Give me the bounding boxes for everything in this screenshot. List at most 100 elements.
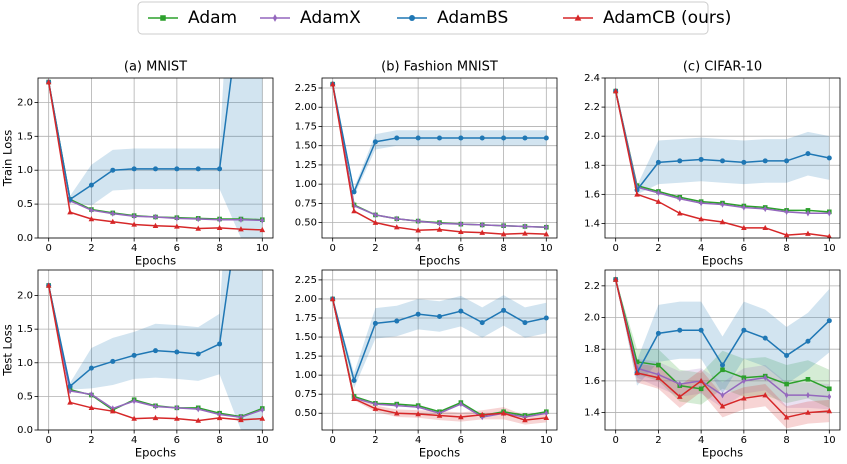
- marker: [437, 313, 442, 319]
- marker: [677, 327, 683, 333]
- y-tick-label: 1.25: [295, 351, 317, 362]
- x-tick-label: 8: [783, 435, 789, 446]
- marker: [741, 395, 747, 401]
- marker: [827, 393, 832, 400]
- marker: [67, 399, 73, 405]
- x-tick-label: 2: [88, 435, 94, 446]
- marker: [351, 189, 357, 195]
- marker: [574, 14, 582, 21]
- marker: [677, 380, 682, 388]
- marker: [409, 15, 415, 21]
- marker: [523, 413, 527, 421]
- marker: [217, 341, 223, 347]
- marker: [634, 369, 640, 376]
- marker: [698, 327, 704, 333]
- x-tick-label: 0: [612, 435, 618, 446]
- marker: [272, 14, 278, 22]
- y-tick-label: 1.75: [295, 313, 317, 324]
- marker: [196, 405, 201, 413]
- marker: [805, 377, 811, 382]
- marker: [805, 230, 811, 236]
- y-tick-label: 2.0: [17, 97, 33, 108]
- marker: [677, 158, 683, 164]
- marker: [479, 135, 485, 141]
- axes-frame: [37, 269, 274, 431]
- y-tick-label: 0.5: [17, 199, 33, 210]
- marker: [805, 151, 811, 157]
- marker: [805, 338, 811, 344]
- marker: [806, 210, 810, 217]
- marker: [217, 411, 222, 418]
- marker: [479, 411, 486, 417]
- marker: [88, 404, 95, 411]
- marker: [783, 414, 790, 420]
- marker: [195, 351, 201, 357]
- marker: [351, 395, 357, 401]
- y-tick-label: 1.00: [295, 370, 317, 381]
- x-tick-label: 0: [612, 243, 618, 254]
- x-tick-label: 2: [655, 243, 661, 254]
- x-axis-label: Epochs: [419, 446, 460, 460]
- marker: [195, 166, 201, 172]
- marker: [259, 226, 266, 233]
- marker: [762, 158, 768, 164]
- marker: [351, 208, 357, 214]
- marker: [152, 414, 159, 421]
- marker: [762, 335, 768, 341]
- x-axis-label: Epochs: [702, 254, 743, 268]
- y-axis-label: Test Loss: [1, 324, 15, 377]
- marker: [109, 408, 116, 414]
- y-tick-label: 1.4: [584, 218, 600, 229]
- marker: [720, 391, 725, 399]
- error-band: [48, 78, 263, 238]
- marker: [153, 213, 158, 221]
- marker: [826, 407, 833, 414]
- marker: [784, 353, 790, 359]
- marker: [67, 383, 73, 389]
- y-tick-label: 1.00: [295, 179, 317, 190]
- marker: [88, 216, 95, 222]
- subplot-title: (b) Fashion MNIST: [381, 60, 498, 75]
- marker: [719, 403, 726, 409]
- marker: [351, 377, 357, 383]
- y-tick-label: 0.50: [295, 218, 317, 229]
- marker: [522, 320, 528, 326]
- marker: [216, 224, 223, 231]
- marker: [153, 348, 158, 354]
- marker: [543, 231, 550, 237]
- marker: [522, 135, 528, 141]
- marker: [88, 365, 94, 371]
- x-tick-label: 2: [372, 435, 378, 446]
- y-tick-label: 1.8: [584, 344, 600, 355]
- x-tick-label: 4: [415, 435, 421, 446]
- marker: [698, 377, 704, 384]
- y-tick-label: 1.50: [295, 332, 317, 343]
- x-tick-label: 8: [216, 435, 222, 446]
- y-tick-label: 2.4: [584, 73, 600, 84]
- marker: [372, 219, 379, 225]
- marker: [826, 233, 832, 238]
- marker: [67, 209, 73, 215]
- x-tick-label: 8: [216, 243, 222, 254]
- marker: [195, 417, 202, 423]
- marker: [742, 377, 746, 385]
- marker: [522, 230, 528, 236]
- x-axis-label: Epochs: [702, 446, 743, 460]
- x-axis-label: Epochs: [135, 254, 176, 268]
- marker: [698, 216, 704, 222]
- marker: [437, 135, 442, 141]
- y-tick-label: 2.00: [295, 102, 317, 113]
- marker: [523, 223, 527, 230]
- marker: [522, 417, 528, 423]
- y-tick-label: 0.0: [17, 425, 33, 436]
- marker: [153, 166, 158, 172]
- y-tick-label: 1.6: [584, 189, 600, 200]
- marker: [459, 400, 463, 408]
- series-line: [331, 84, 547, 235]
- marker: [784, 208, 789, 216]
- marker: [174, 223, 180, 229]
- marker: [741, 327, 747, 333]
- y-tick-label: 1.4: [584, 408, 600, 419]
- marker: [174, 166, 180, 172]
- marker: [217, 216, 222, 223]
